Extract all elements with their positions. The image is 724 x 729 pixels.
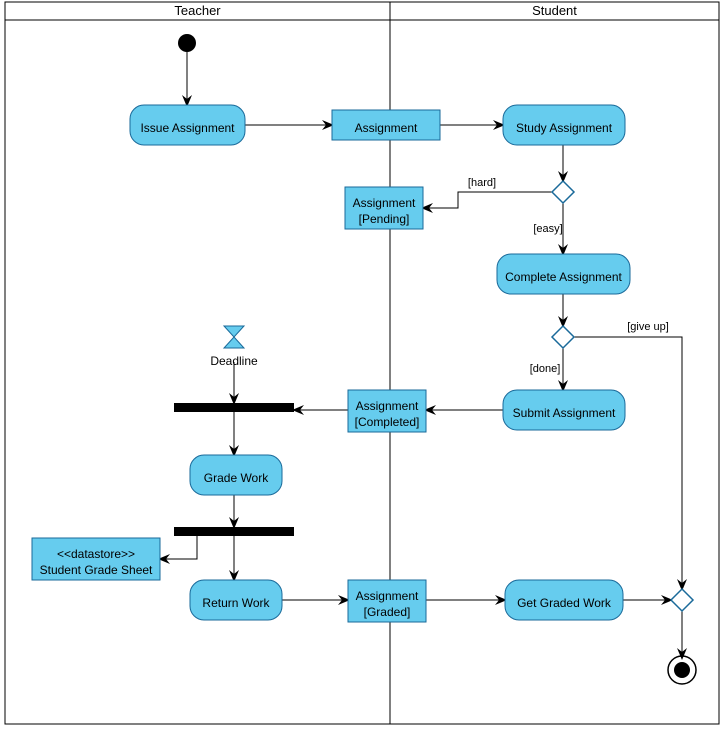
edge bbox=[160, 536, 197, 559]
svg-text:Grade Work: Grade Work bbox=[204, 471, 269, 485]
return: Return Work bbox=[190, 580, 282, 620]
complete: Complete Assignment bbox=[497, 254, 630, 294]
swimlane-label: Student bbox=[532, 3, 577, 18]
edge-label: [give up] bbox=[627, 321, 669, 333]
svg-text:Return Work: Return Work bbox=[202, 596, 270, 610]
pending: Assignment [Pending] bbox=[345, 187, 423, 229]
hourglass: Deadline bbox=[210, 326, 258, 368]
study: Study Assignment bbox=[503, 105, 625, 145]
datastore: <<datastore>> Student Grade Sheet bbox=[32, 538, 160, 580]
svg-text:Assignment: Assignment bbox=[356, 589, 419, 603]
svg-text:[Graded]: [Graded] bbox=[364, 605, 411, 619]
svg-text:Assignment: Assignment bbox=[355, 121, 418, 135]
edge bbox=[574, 337, 682, 589]
svg-text:Get Graded Work: Get Graded Work bbox=[517, 596, 612, 610]
dec2 bbox=[552, 326, 574, 348]
svg-text:Submit Assignment: Submit Assignment bbox=[513, 406, 616, 420]
svg-text:Student Grade Sheet: Student Grade Sheet bbox=[40, 563, 153, 577]
completed: Assignment [Completed] bbox=[348, 390, 426, 432]
svg-text:Issue Assignment: Issue Assignment bbox=[140, 121, 235, 135]
final bbox=[668, 656, 696, 684]
swimlane-label: Teacher bbox=[174, 3, 221, 18]
merge bbox=[671, 589, 693, 611]
assignment: Assignment bbox=[332, 110, 440, 140]
start bbox=[178, 34, 196, 52]
svg-text:[Completed]: [Completed] bbox=[355, 415, 420, 429]
fork bbox=[174, 527, 294, 536]
svg-text:Assignment: Assignment bbox=[353, 196, 416, 210]
edge-label: [hard] bbox=[468, 177, 496, 189]
svg-text:Assignment: Assignment bbox=[356, 399, 419, 413]
svg-text:Deadline: Deadline bbox=[210, 354, 258, 368]
edge-label: [done] bbox=[530, 363, 561, 375]
join bbox=[174, 403, 294, 412]
issue: Issue Assignment bbox=[130, 105, 245, 145]
svg-text:Complete Assignment: Complete Assignment bbox=[505, 270, 622, 284]
svg-text:Study Assignment: Study Assignment bbox=[516, 121, 613, 135]
edge bbox=[423, 192, 552, 208]
graded: Assignment [Graded] bbox=[348, 580, 426, 622]
submit: Submit Assignment bbox=[503, 390, 625, 430]
svg-text:[Pending]: [Pending] bbox=[359, 212, 410, 226]
edge-label: [easy] bbox=[533, 223, 562, 235]
dec1 bbox=[552, 181, 574, 203]
svg-text:<<datastore>>: <<datastore>> bbox=[57, 547, 135, 561]
grade: Grade Work bbox=[190, 455, 282, 495]
activity-diagram: Teacher Student [hard] [easy] [done] [give u… bbox=[0, 0, 724, 729]
getgraded: Get Graded Work bbox=[505, 580, 623, 620]
